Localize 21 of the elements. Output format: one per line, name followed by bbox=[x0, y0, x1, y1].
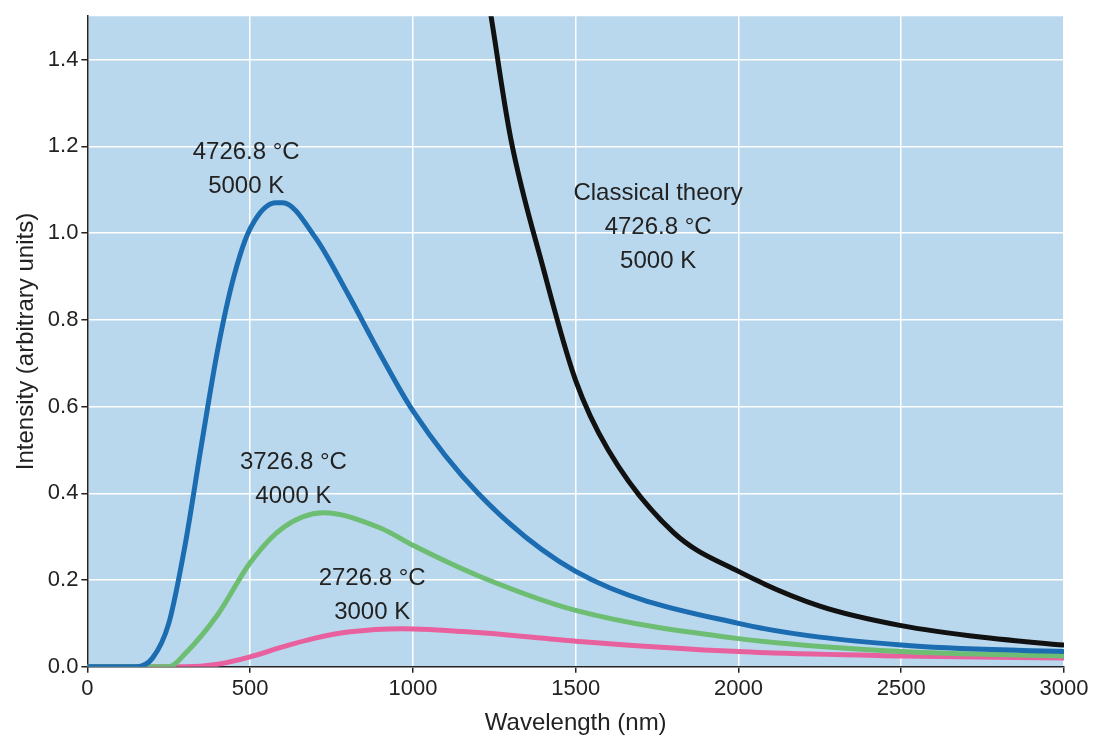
y-tick-label: 0.6 bbox=[47, 392, 79, 418]
x-tick-label: 2000 bbox=[713, 675, 763, 701]
x-tick-label: 1500 bbox=[551, 675, 601, 701]
y-tick-label: 0.8 bbox=[47, 305, 79, 331]
y-tick-label: 0.4 bbox=[47, 479, 79, 505]
y-tick-label: 1.0 bbox=[47, 219, 79, 245]
series-label: 2726.8 °C 3000 K bbox=[318, 563, 426, 625]
x-tick-label: 2500 bbox=[876, 675, 926, 701]
y-tick-label: 0.0 bbox=[47, 652, 79, 678]
x-tick-label: 3000 bbox=[1039, 675, 1089, 701]
x-tick-label: 1000 bbox=[388, 675, 438, 701]
y-tick-label: 1.4 bbox=[47, 45, 79, 71]
y-tick-label: 1.2 bbox=[47, 132, 79, 158]
x-tick-label: 0 bbox=[81, 675, 94, 701]
series-label: 4726.8 °C 5000 K bbox=[192, 137, 300, 199]
series-label: 3726.8 °C 4000 K bbox=[239, 447, 347, 509]
y-tick-label: 0.2 bbox=[47, 566, 79, 592]
series-label: Classical theory 4726.8 °C 5000 K bbox=[573, 178, 743, 274]
x-axis-title: Wavelength (nm) bbox=[484, 708, 667, 736]
y-axis-title: Intensity (arbitrary units) bbox=[11, 212, 39, 471]
x-tick-label: 500 bbox=[231, 675, 269, 701]
